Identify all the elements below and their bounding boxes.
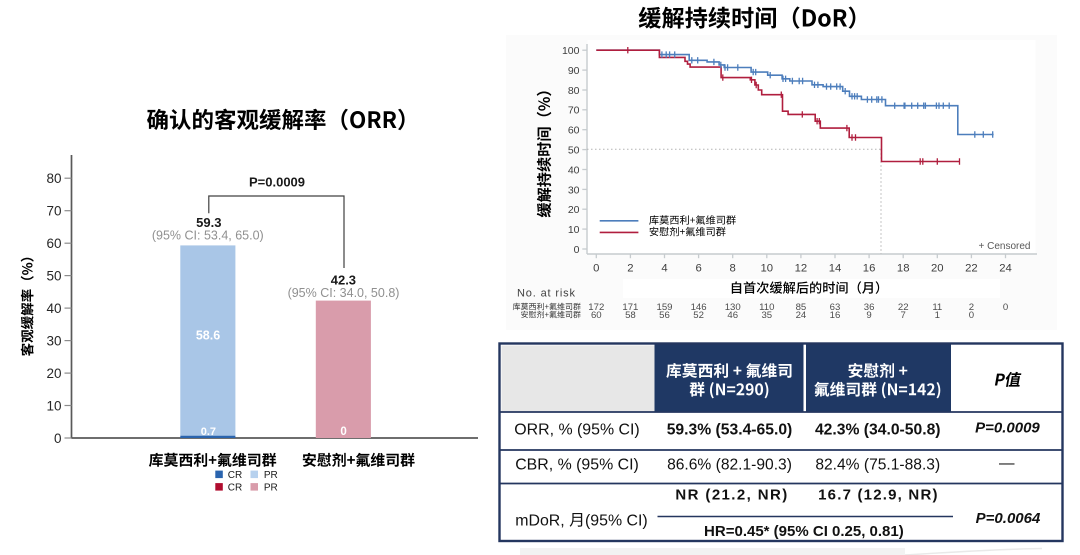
- svg-text:100: 100: [562, 45, 580, 57]
- svg-text:HR=0.45* (95% CI 0.25, 0.81): HR=0.45* (95% CI 0.25, 0.81): [704, 523, 904, 540]
- svg-text:159: 159: [656, 302, 672, 313]
- svg-text:56: 56: [659, 310, 670, 321]
- svg-text:40: 40: [568, 164, 580, 176]
- svg-text:mDoR,: mDoR,: [515, 513, 564, 530]
- svg-text:16: 16: [863, 262, 876, 274]
- svg-text:35: 35: [761, 310, 772, 321]
- svg-text:—: —: [999, 455, 1015, 472]
- svg-text:10: 10: [761, 262, 774, 274]
- svg-text:172: 172: [588, 302, 604, 313]
- svg-text:NR (21.2, NR): NR (21.2, NR): [675, 487, 788, 504]
- svg-text:22: 22: [965, 262, 978, 274]
- svg-text:PR: PR: [264, 482, 278, 493]
- svg-text:42.3: 42.3: [331, 273, 356, 288]
- svg-text:4: 4: [661, 262, 667, 274]
- svg-text:82.4% (75.1-88.3): 82.4% (75.1-88.3): [815, 457, 940, 474]
- svg-text:1: 1: [935, 310, 940, 321]
- svg-text:60: 60: [46, 236, 61, 251]
- svg-text:16.7 (12.9, NR): 16.7 (12.9, NR): [818, 487, 939, 504]
- svg-text:24: 24: [796, 310, 807, 321]
- svg-text:16: 16: [830, 310, 841, 321]
- svg-text:(95% CI): (95% CI): [585, 513, 648, 530]
- svg-text:(95% CI: 53.4, 65.0): (95% CI: 53.4, 65.0): [152, 229, 264, 243]
- svg-text:P=0.0009: P=0.0009: [975, 420, 1040, 437]
- svg-text:2: 2: [627, 262, 633, 274]
- svg-text:80: 80: [568, 85, 580, 97]
- svg-text:0: 0: [1003, 302, 1008, 313]
- svg-text:70: 70: [568, 105, 580, 117]
- svg-text:20: 20: [931, 262, 944, 274]
- svg-text:58: 58: [625, 310, 636, 321]
- svg-text:0: 0: [54, 431, 62, 446]
- svg-text:ORR, % (95% CI): ORR, % (95% CI): [514, 422, 639, 439]
- svg-text:59.3: 59.3: [196, 215, 221, 230]
- svg-text:40: 40: [46, 301, 61, 316]
- svg-text:0: 0: [969, 310, 974, 321]
- svg-text:CR: CR: [228, 470, 242, 481]
- svg-text:110: 110: [759, 302, 774, 313]
- svg-text:130: 130: [725, 302, 741, 313]
- svg-text:18: 18: [897, 262, 910, 274]
- svg-text:80: 80: [46, 171, 61, 186]
- svg-text:11: 11: [932, 302, 942, 313]
- svg-text:85: 85: [796, 302, 807, 313]
- svg-text:CBR, % (95% CI): CBR, % (95% CI): [515, 457, 639, 474]
- svg-text:59.3% (53.4-65.0): 59.3% (53.4-65.0): [667, 422, 793, 439]
- svg-text:50: 50: [568, 145, 580, 157]
- svg-text:9: 9: [866, 310, 871, 321]
- svg-text:12: 12: [795, 262, 808, 274]
- svg-text:30: 30: [568, 184, 580, 196]
- svg-text:36: 36: [864, 302, 875, 313]
- svg-text:0: 0: [574, 244, 580, 256]
- svg-text:60: 60: [568, 125, 580, 137]
- svg-text:46: 46: [727, 310, 738, 321]
- svg-text:86.6% (82.1-90.3): 86.6% (82.1-90.3): [667, 457, 792, 474]
- svg-text:0.7: 0.7: [201, 426, 216, 438]
- svg-text:2: 2: [969, 302, 974, 313]
- svg-text:7: 7: [901, 310, 906, 321]
- svg-text:8: 8: [730, 262, 736, 274]
- svg-text:(95% CI: 34.0, 50.8): (95% CI: 34.0, 50.8): [288, 286, 400, 300]
- svg-text:60: 60: [591, 310, 602, 321]
- svg-text:0: 0: [340, 426, 346, 438]
- svg-text:20: 20: [568, 204, 580, 216]
- svg-text:50: 50: [46, 269, 61, 284]
- svg-text:90: 90: [568, 65, 580, 77]
- svg-text:24: 24: [999, 262, 1012, 274]
- svg-text:42.3% (34.0-50.8): 42.3% (34.0-50.8): [815, 422, 941, 439]
- svg-text:171: 171: [622, 302, 638, 313]
- svg-text:PR: PR: [264, 470, 278, 481]
- svg-text:30: 30: [46, 334, 61, 349]
- svg-text:CR: CR: [228, 482, 242, 493]
- svg-text:20: 20: [46, 366, 61, 381]
- svg-text:70: 70: [46, 204, 61, 219]
- svg-text:10: 10: [568, 224, 580, 236]
- svg-text:No. at risk: No. at risk: [517, 288, 576, 300]
- svg-text:0: 0: [593, 262, 599, 274]
- svg-text:P=0.0064: P=0.0064: [976, 510, 1041, 527]
- svg-text:146: 146: [691, 302, 707, 313]
- svg-text:10: 10: [46, 398, 61, 413]
- svg-text:52: 52: [693, 310, 704, 321]
- svg-text:14: 14: [829, 262, 842, 274]
- svg-text:P=0.0009: P=0.0009: [249, 175, 305, 190]
- svg-text:63: 63: [830, 302, 841, 313]
- svg-text:22: 22: [898, 302, 909, 313]
- svg-text:+ Censored: + Censored: [979, 241, 1031, 252]
- svg-text:6: 6: [695, 262, 701, 274]
- svg-text:58.6: 58.6: [196, 328, 220, 342]
